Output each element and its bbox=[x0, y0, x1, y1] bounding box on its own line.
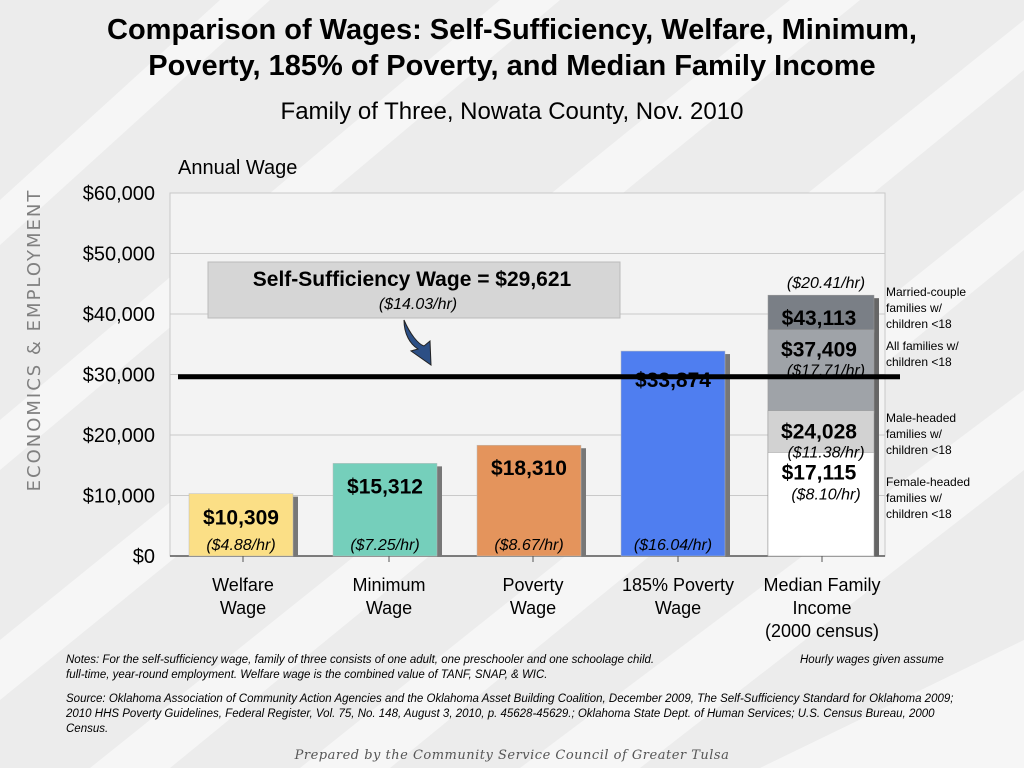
callout-title: Self-Sufficiency Wage = $29,621 bbox=[253, 268, 572, 291]
segment-description: children <18 bbox=[886, 355, 952, 369]
segment-description: Married-couple bbox=[886, 285, 966, 299]
bar-hourly-label: ($7.25/hr) bbox=[350, 537, 419, 554]
title-line-1: Comparison of Wages: Self-Sufficiency, W… bbox=[107, 14, 917, 46]
median-hourly-label: ($11.38/hr) bbox=[787, 445, 864, 462]
segment-description: Male-headed bbox=[886, 411, 956, 425]
callout-hourly: ($14.03/hr) bbox=[379, 296, 457, 313]
bar-hourly-label: ($8.67/hr) bbox=[494, 537, 563, 554]
bar-hourly-label: ($16.04/hr) bbox=[634, 537, 712, 554]
x-category-label: Wage bbox=[510, 598, 556, 618]
notes-text: Notes: For the self-sufficiency wage, fa… bbox=[66, 653, 966, 683]
segment-description: families w/ bbox=[886, 427, 943, 441]
notes-hourly: Hourly wages given assume bbox=[800, 654, 944, 666]
median-hourly-label: ($20.41/hr) bbox=[787, 275, 865, 292]
callout-arrow bbox=[403, 319, 432, 366]
bar-value-label: $18,310 bbox=[491, 457, 567, 480]
y-tick-label: $30,000 bbox=[83, 365, 155, 387]
x-category-label: (2000 census) bbox=[765, 621, 879, 641]
median-value-label: $37,409 bbox=[781, 339, 857, 362]
y-tick-label: $60,000 bbox=[83, 183, 155, 205]
bar-hourly-label: ($4.88/hr) bbox=[206, 537, 275, 554]
y-tick-label: $20,000 bbox=[83, 425, 155, 447]
bar bbox=[476, 444, 582, 557]
bar-value-label: $33,874 bbox=[635, 369, 711, 392]
notes-line-1: Notes: For the self-sufficiency wage, fa… bbox=[66, 654, 655, 666]
notes-line-2: full-time, year-round employment. Welfar… bbox=[66, 669, 548, 681]
bar-value-label: $15,312 bbox=[347, 475, 423, 498]
y-tick-label: $40,000 bbox=[83, 304, 155, 326]
median-bar-segment bbox=[767, 452, 875, 557]
chart-subtitle: Family of Three, Nowata County, Nov. 201… bbox=[280, 98, 744, 125]
median-value-label: $17,115 bbox=[782, 461, 857, 484]
median-value-label: $24,028 bbox=[781, 421, 857, 444]
bar bbox=[620, 350, 726, 557]
segment-description: Female-headed bbox=[886, 475, 970, 489]
segment-description: children <18 bbox=[886, 507, 952, 521]
segment-description: children <18 bbox=[886, 443, 952, 457]
x-category-label: Income bbox=[792, 598, 851, 618]
footer-credit: Prepared by the Community Service Counci… bbox=[294, 748, 730, 763]
title-line-2: Poverty, 185% of Poverty, and Median Fam… bbox=[148, 50, 876, 82]
x-category-label: Wage bbox=[366, 598, 412, 618]
median-hourly-label: ($8.10/hr) bbox=[791, 486, 860, 503]
x-category-label: Median Family bbox=[763, 575, 880, 595]
x-category-label: 185% Poverty bbox=[622, 575, 734, 595]
callout-box bbox=[207, 261, 621, 319]
segment-description: All families w/ bbox=[886, 339, 959, 353]
bar bbox=[332, 463, 438, 557]
y-tick-label: $50,000 bbox=[83, 244, 155, 266]
x-category-label: Minimum bbox=[352, 575, 425, 595]
notes-block: Notes: For the self-sufficiency wage, fa… bbox=[66, 653, 966, 746]
y-tick-label: $10,000 bbox=[83, 486, 155, 508]
source-text: Source: Oklahoma Association of Communit… bbox=[66, 693, 954, 735]
chart-title: Comparison of Wages: Self-Sufficiency, W… bbox=[0, 12, 1024, 84]
x-category-label: Welfare bbox=[212, 575, 274, 595]
segment-description: children <18 bbox=[886, 317, 952, 331]
x-category-label: Wage bbox=[655, 598, 701, 618]
bar bbox=[188, 493, 294, 557]
segment-description: families w/ bbox=[886, 491, 943, 505]
bar-value-label: $10,309 bbox=[203, 507, 279, 530]
x-category-label: Wage bbox=[220, 598, 266, 618]
y-tick-label: $0 bbox=[133, 546, 155, 568]
median-value-label: $43,113 bbox=[782, 307, 857, 330]
y-axis-label: Annual Wage bbox=[178, 157, 297, 179]
segment-description: families w/ bbox=[886, 301, 943, 315]
x-category-label: Poverty bbox=[502, 575, 563, 595]
